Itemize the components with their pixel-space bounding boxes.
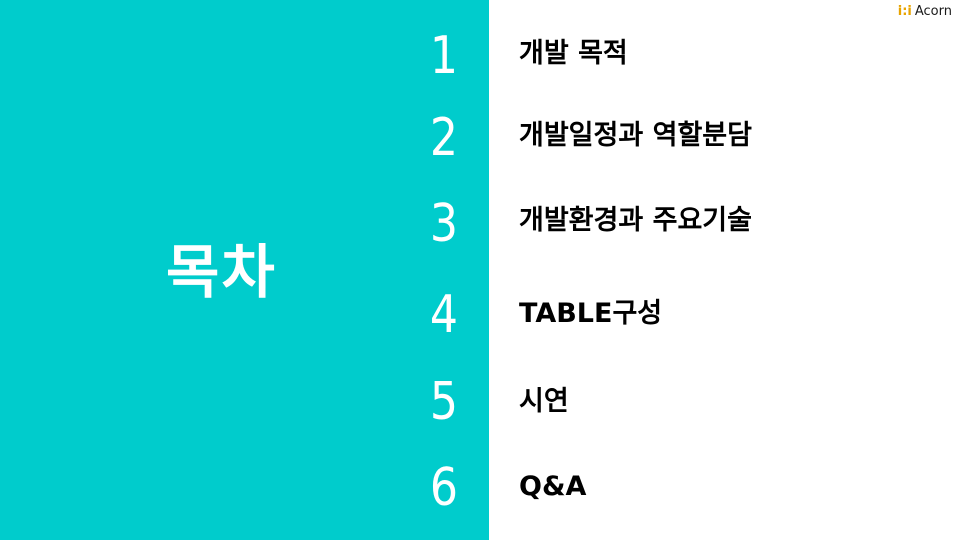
item-number-1: 1 (429, 26, 459, 86)
item-label-5: 시연 (519, 386, 569, 417)
item-number-2: 2 (429, 108, 459, 168)
acorn-logo-mark: i:i (897, 4, 912, 19)
item-number-4: 4 (429, 285, 459, 345)
item-label-4: TABLE구성 (519, 298, 663, 329)
item-number-5: 5 (429, 372, 459, 432)
item-label-6: Q&A (519, 471, 587, 502)
toc-title: 목차 (166, 238, 277, 306)
acorn-logo: i:i Acorn (898, 4, 952, 19)
item-number-6: 6 (429, 458, 459, 518)
item-label-2: 개발일정과 역할분담 (519, 120, 752, 151)
acorn-logo-text: Acorn (914, 4, 952, 19)
item-label-1: 개발 목적 (519, 38, 628, 69)
item-label-3: 개발환경과 주요기술 (519, 205, 752, 236)
item-number-3: 3 (429, 194, 459, 254)
teal-panel: 목차 (0, 0, 489, 540)
